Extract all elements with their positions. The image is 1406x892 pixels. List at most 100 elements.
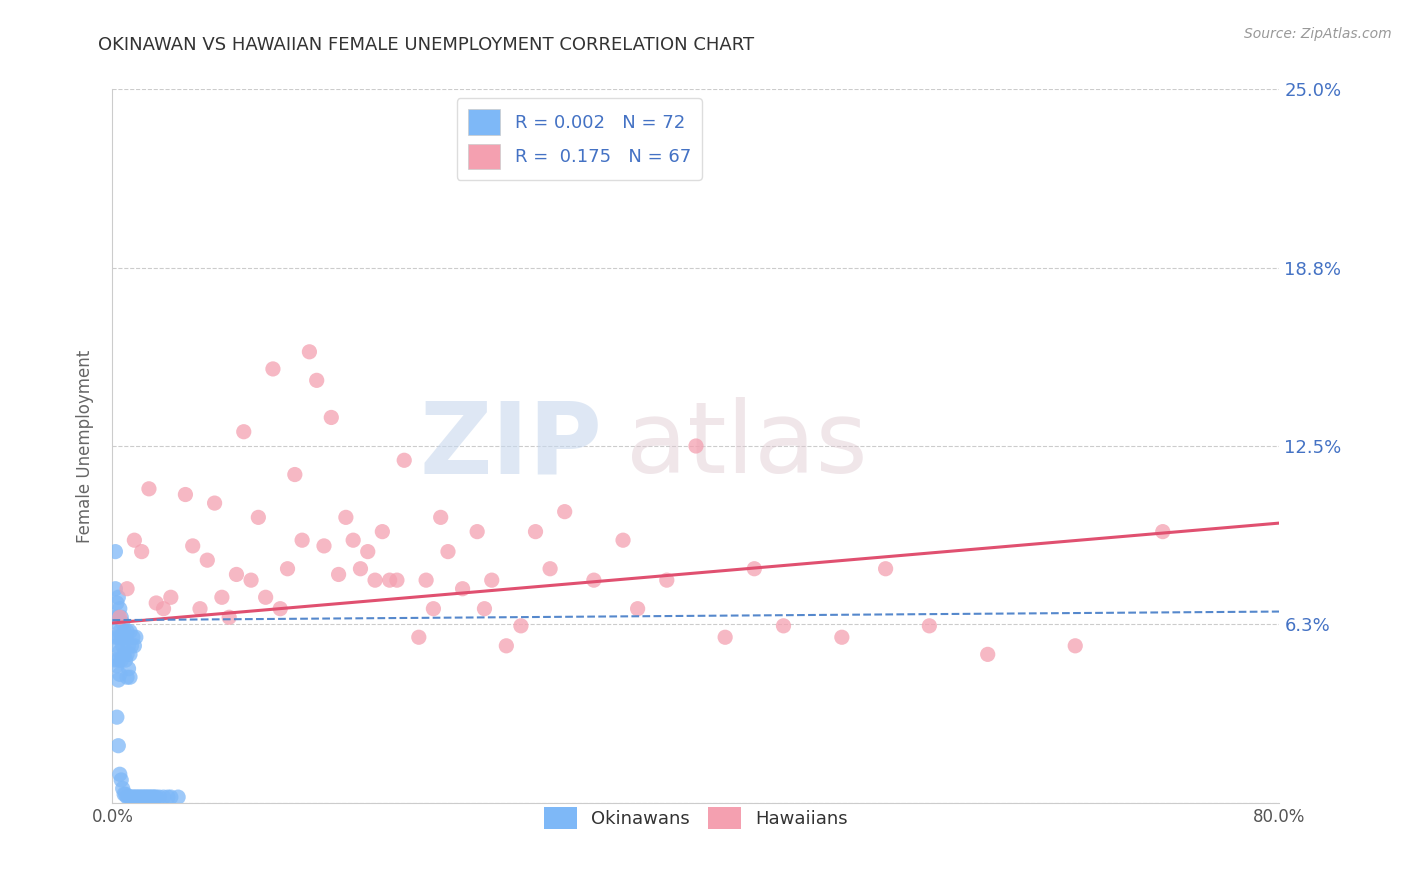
- Point: [160, 591, 183, 605]
- Point: [342, 533, 364, 548]
- Point: [124, 639, 146, 653]
- Point: [104, 544, 127, 558]
- Point: [371, 524, 394, 539]
- Point: [195, 553, 218, 567]
- Point: [685, 439, 707, 453]
- Point: [105, 615, 128, 630]
- Text: ZIP: ZIP: [420, 398, 603, 494]
- Point: [211, 591, 233, 605]
- Point: [254, 591, 277, 605]
- Point: [143, 790, 166, 805]
- Point: [124, 790, 146, 805]
- Point: [104, 610, 127, 624]
- Point: [117, 662, 139, 676]
- Point: [115, 648, 138, 662]
- Point: [107, 673, 129, 687]
- Point: [108, 624, 131, 639]
- Point: [131, 790, 153, 805]
- Point: [160, 790, 183, 805]
- Point: [114, 653, 136, 667]
- Point: [831, 630, 853, 644]
- Point: [117, 639, 139, 653]
- Point: [495, 639, 517, 653]
- Point: [204, 496, 226, 510]
- Point: [131, 544, 153, 558]
- Point: [875, 562, 897, 576]
- Point: [136, 790, 159, 805]
- Point: [111, 781, 134, 796]
- Point: [110, 653, 132, 667]
- Point: [364, 573, 387, 587]
- Text: OKINAWAN VS HAWAIIAN FEMALE UNEMPLOYMENT CORRELATION CHART: OKINAWAN VS HAWAIIAN FEMALE UNEMPLOYMENT…: [98, 36, 755, 54]
- Point: [225, 567, 247, 582]
- Point: [481, 573, 503, 587]
- Point: [524, 524, 547, 539]
- Point: [105, 639, 128, 653]
- Point: [772, 619, 794, 633]
- Point: [110, 772, 132, 787]
- Point: [104, 582, 127, 596]
- Point: [918, 619, 941, 633]
- Point: [134, 790, 156, 805]
- Point: [145, 596, 167, 610]
- Point: [118, 624, 141, 639]
- Point: [118, 670, 141, 684]
- Point: [538, 562, 561, 576]
- Point: [107, 739, 129, 753]
- Point: [115, 582, 138, 596]
- Point: [152, 790, 174, 805]
- Point: [114, 787, 136, 801]
- Point: [349, 562, 371, 576]
- Point: [429, 510, 451, 524]
- Point: [1064, 639, 1087, 653]
- Point: [104, 653, 127, 667]
- Point: [108, 667, 131, 681]
- Point: [328, 567, 350, 582]
- Point: [167, 790, 190, 805]
- Point: [394, 453, 416, 467]
- Point: [112, 648, 135, 662]
- Point: [108, 644, 131, 658]
- Point: [110, 630, 132, 644]
- Point: [276, 562, 298, 576]
- Point: [145, 790, 167, 805]
- Point: [152, 601, 174, 615]
- Point: [408, 630, 430, 644]
- Point: [120, 790, 142, 805]
- Point: [115, 670, 138, 684]
- Point: [582, 573, 605, 587]
- Point: [128, 790, 150, 805]
- Point: [127, 790, 149, 805]
- Point: [141, 790, 163, 805]
- Point: [612, 533, 634, 548]
- Point: [108, 601, 131, 615]
- Point: [125, 630, 148, 644]
- Legend: Okinawans, Hawaiians: Okinawans, Hawaiians: [537, 800, 855, 837]
- Point: [232, 425, 254, 439]
- Text: atlas: atlas: [626, 398, 868, 494]
- Point: [117, 790, 139, 805]
- Point: [269, 601, 291, 615]
- Point: [156, 790, 179, 805]
- Point: [138, 482, 160, 496]
- Point: [714, 630, 737, 644]
- Point: [105, 596, 128, 610]
- Point: [139, 790, 162, 805]
- Point: [305, 373, 328, 387]
- Point: [107, 630, 129, 644]
- Point: [111, 615, 134, 630]
- Point: [218, 610, 240, 624]
- Point: [451, 582, 474, 596]
- Point: [357, 544, 380, 558]
- Point: [129, 790, 152, 805]
- Point: [108, 610, 131, 624]
- Point: [105, 658, 128, 673]
- Point: [112, 624, 135, 639]
- Point: [1152, 524, 1174, 539]
- Point: [378, 573, 401, 587]
- Point: [135, 790, 157, 805]
- Point: [107, 591, 129, 605]
- Point: [138, 790, 160, 805]
- Point: [124, 533, 146, 548]
- Point: [108, 767, 131, 781]
